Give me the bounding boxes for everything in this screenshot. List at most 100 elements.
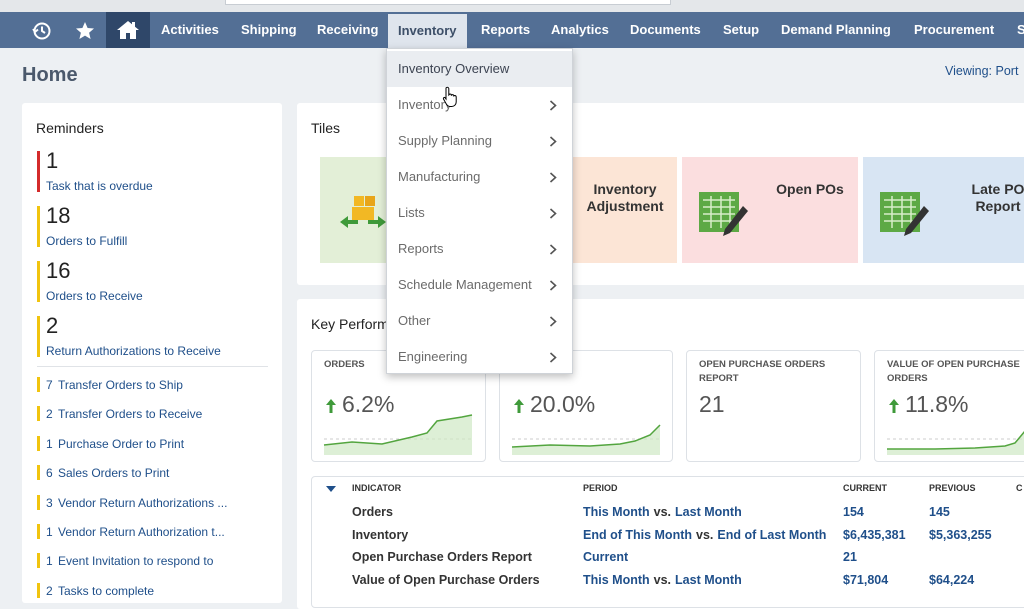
reminder-label[interactable]: Transfer Orders to Ship (58, 378, 183, 392)
trend-arrow (889, 399, 899, 413)
current-value[interactable]: 154 (843, 505, 864, 519)
period-link[interactable]: This Month (583, 573, 650, 588)
reminder-count[interactable]: 3 (46, 495, 53, 510)
home-icon[interactable] (116, 19, 140, 41)
reminder-count[interactable]: 1 (46, 148, 59, 173)
submenu-chevron (549, 244, 557, 255)
reminders-title: Reminders (36, 120, 104, 136)
kpi-value: 21 (699, 391, 725, 417)
nav-item[interactable]: Analytics (551, 22, 609, 37)
period-link[interactable]: Last Month (675, 505, 742, 519)
submenu-chevron (549, 208, 557, 219)
nav-item[interactable]: Demand Planning (781, 22, 891, 37)
previous-value[interactable]: $64,224 (929, 573, 975, 588)
nav-item[interactable]: Setup (723, 22, 760, 37)
tile-label[interactable]: Open POs (776, 181, 844, 197)
reminder-label[interactable]: Sales Orders to Print (58, 466, 170, 481)
menu-item[interactable]: Other (398, 313, 431, 328)
indicator: Orders (352, 505, 393, 519)
nav-item[interactable]: Reports (481, 22, 531, 37)
kpi-label: OPEN PURCHASE ORDERS REPORT (699, 359, 826, 384)
reminder-label[interactable]: Tasks to complete (58, 583, 155, 598)
reminder-label[interactable]: Orders to Receive (46, 289, 143, 303)
period-link[interactable]: End of Last Month (717, 527, 827, 542)
tile[interactable] (560, 157, 677, 263)
period-separator: vs. (653, 573, 672, 588)
nav-item[interactable]: Procurement (914, 22, 995, 37)
reminder-count[interactable]: 1 (46, 436, 53, 451)
reminder-bar (37, 406, 40, 422)
reminder-bar (37, 465, 40, 481)
submenu-chevron (549, 136, 557, 147)
reminder-label[interactable]: Vendor Return Authorization t... (58, 525, 225, 539)
reminder-bar (37, 494, 40, 510)
current-value[interactable]: $6,435,381 (843, 527, 906, 542)
reminder-label[interactable]: Transfer Orders to Receive (58, 407, 203, 422)
reminder-bar (37, 553, 40, 569)
menu-item[interactable]: Lists (398, 205, 425, 220)
reminder-count[interactable]: 1 (46, 554, 53, 569)
reminder-count[interactable]: 18 (46, 203, 71, 228)
recent-icon[interactable] (31, 20, 53, 42)
reminder-count[interactable]: 2 (46, 313, 59, 338)
nav-item[interactable]: Shipping (241, 22, 297, 37)
nav-item[interactable]: Receiving (317, 22, 379, 37)
nav-item[interactable]: S (1017, 22, 1024, 37)
kpi-label: VALUE OF OPEN PURCHASE ORDERS (887, 359, 1020, 384)
menu-item[interactable]: Schedule Management (398, 277, 532, 292)
reminder-bar (37, 524, 40, 539)
reminder-label[interactable]: Purchase Order to Print (58, 436, 185, 451)
kpi-tile[interactable]: OPEN PURCHASE ORDERS REPORT 21 (686, 350, 861, 462)
reminder-bar (37, 261, 40, 302)
nav-item[interactable]: Inventory (388, 14, 467, 48)
previous-value[interactable]: $5,363,255 (929, 527, 992, 542)
menu-item[interactable]: Inventory (398, 97, 452, 112)
current-value[interactable]: $71,804 (843, 573, 889, 588)
previous-value[interactable]: 145 (929, 505, 950, 519)
kpi-value: 20.0% (530, 391, 596, 417)
period: Current (583, 550, 632, 564)
column-header: CURRENT (843, 483, 887, 493)
reminder-count[interactable]: 16 (46, 258, 71, 283)
reminder-label[interactable]: Return Authorizations to Receive (46, 344, 221, 358)
tile-icon (880, 192, 929, 236)
indicator: Open Purchase Orders Report (352, 550, 532, 565)
reminder-count[interactable]: 1 (46, 525, 53, 539)
submenu-chevron (549, 100, 557, 111)
menu-item[interactable]: Supply Planning (398, 133, 492, 148)
reminder-label[interactable]: Task that is overdue (46, 179, 153, 193)
menu-item[interactable]: Engineering (398, 349, 468, 364)
submenu-chevron (549, 352, 557, 363)
tile-label[interactable]: Late PO Report (971, 181, 1024, 214)
menu-item[interactable]: Manufacturing (398, 169, 481, 184)
submenu-chevron (549, 172, 557, 183)
favorites-icon[interactable] (75, 21, 95, 41)
current-value[interactable]: 21 (843, 550, 857, 565)
collapse-caret[interactable] (325, 484, 337, 494)
search-box[interactable] (225, 0, 671, 5)
menu-item[interactable]: Inventory Overview (387, 51, 572, 87)
reminder-count[interactable]: 2 (46, 407, 53, 422)
period-link[interactable]: End of This Month (583, 527, 693, 542)
kpi-tile[interactable]: VALUE OF OPEN PURCHASE ORDERS 11.8% (874, 350, 1024, 462)
column-header: PREVIOUS (929, 483, 976, 493)
reminder-bar (37, 316, 40, 357)
reminder-count[interactable]: 6 (46, 466, 53, 481)
period-link[interactable]: Current (583, 550, 629, 565)
nav-item[interactable]: Documents (630, 22, 701, 37)
reminder-count[interactable]: 7 (46, 378, 53, 392)
reminder-label[interactable]: Vendor Return Authorizations ... (58, 495, 228, 510)
nav-item[interactable]: Activities (161, 22, 219, 37)
period-separator: vs. (696, 527, 714, 542)
column-header: INDICATOR (352, 483, 402, 493)
period-link[interactable]: Last Month (675, 573, 742, 588)
reminder-label[interactable]: Event Invitation to respond to (58, 554, 214, 569)
reminder-count[interactable]: 2 (46, 583, 53, 598)
tile-label[interactable]: Inventory Adjustment (586, 181, 664, 214)
reminder-label[interactable]: Orders to Fulfill (46, 234, 128, 248)
viewing-label[interactable]: Viewing: Port (945, 64, 1019, 78)
separator (37, 366, 268, 367)
menu-item[interactable]: Reports (398, 241, 444, 256)
period-link[interactable]: This Month (583, 505, 650, 519)
